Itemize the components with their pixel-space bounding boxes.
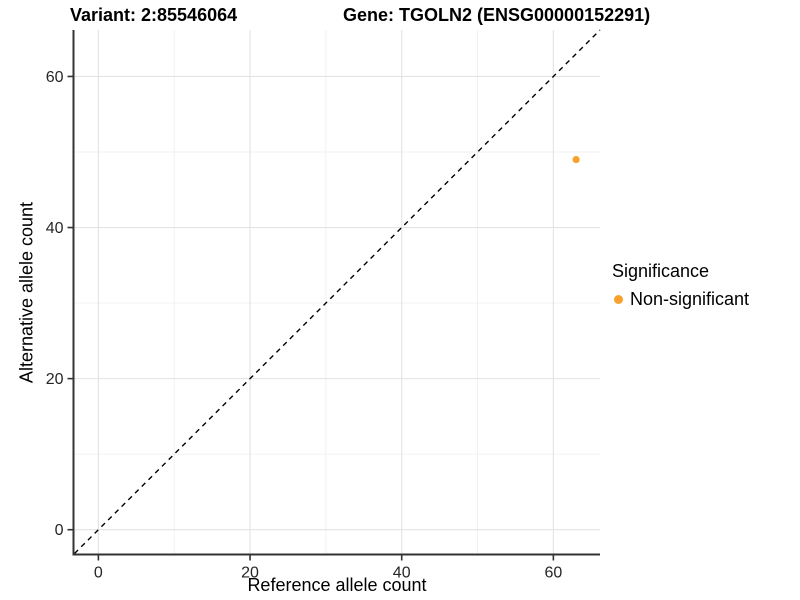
major-gridlines [74, 30, 600, 554]
legend-point-icon [614, 295, 623, 304]
axis-lines [72, 30, 600, 556]
tick-marks [67, 75, 555, 561]
y-tick-label: 0 [55, 522, 64, 539]
identity-line [74, 29, 601, 554]
x-tick-label: 20 [241, 565, 259, 582]
variant-title: Variant: 2:85546064 [70, 5, 238, 25]
data-points [572, 155, 580, 164]
y-axis-title: Alternative allele count [16, 201, 37, 384]
legend-item: Non-significant [612, 289, 749, 310]
y-tick-labels: 0 20 40 60 [46, 69, 64, 539]
x-tick-label: 40 [393, 565, 411, 582]
y-tick-label: 20 [46, 371, 64, 388]
minor-gridlines [74, 30, 600, 554]
data-point [572, 155, 580, 164]
x-tick-labels: 0 20 40 60 [94, 565, 562, 582]
legend: Significance Non-significant [612, 261, 749, 310]
x-axis-title: Reference allele count [247, 575, 427, 595]
gene-title: Gene: TGOLN2 (ENSG00000152291) [343, 5, 651, 25]
x-tick-label: 0 [94, 565, 103, 582]
legend-title: Significance [612, 261, 710, 281]
x-tick-label: 60 [544, 565, 562, 582]
legend-item-label: Non-significant [630, 289, 750, 309]
y-tick-label: 60 [46, 69, 64, 86]
y-tick-label: 40 [46, 220, 64, 237]
